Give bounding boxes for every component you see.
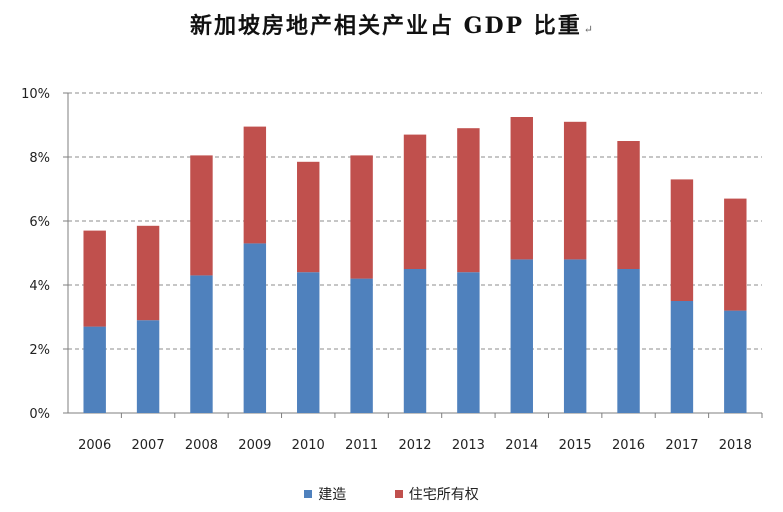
legend-label-home-ownership: 住宅所有权 [408, 487, 479, 503]
x-tick-label-2010: 2010 [292, 438, 325, 453]
bar-home-ownership-2018 [724, 198, 747, 311]
bar-home-ownership-2013 [457, 128, 480, 273]
bar-construction-2011 [350, 278, 373, 413]
y-tick-label-4: 4% [29, 279, 50, 294]
bar-construction-2008 [190, 275, 213, 413]
y-tick-label-6: 6% [29, 215, 50, 230]
bar-construction-2010 [297, 272, 320, 413]
bar-home-ownership-2014 [510, 117, 533, 260]
x-tick-label-2014: 2014 [505, 438, 538, 453]
legend: 建造 住宅所有权 [0, 484, 783, 504]
x-tick-label-2012: 2012 [398, 438, 431, 453]
y-tick-label-10: 10% [21, 87, 50, 102]
x-tick-label-2015: 2015 [559, 438, 592, 453]
bar-construction-2006 [83, 326, 106, 413]
bar-construction-2014 [510, 259, 533, 413]
x-tick-label-2018: 2018 [719, 438, 752, 453]
y-tick-label-8: 8% [29, 151, 50, 166]
bar-home-ownership-2010 [297, 161, 320, 273]
x-tick-label-2006: 2006 [78, 438, 111, 453]
x-tick-label-2016: 2016 [612, 438, 645, 453]
chart-title: 新加坡房地产相关产业占 GDP 比重 ↵ [0, 8, 783, 40]
legend-label-construction: 建造 [318, 487, 347, 503]
x-tick-label-2007: 2007 [132, 438, 165, 453]
legend-item-home-ownership: 住宅所有权 [394, 484, 479, 504]
chart-title-text: 新加坡房地产相关产业占 GDP 比重 [190, 13, 582, 39]
bar-home-ownership-2009 [243, 126, 267, 244]
x-tick-label-2008: 2008 [185, 438, 218, 453]
bar-construction-2015 [563, 259, 587, 413]
bar-construction-2018 [724, 310, 747, 413]
x-tick-label-2009: 2009 [238, 438, 271, 453]
y-tick-label-0: 0% [29, 407, 50, 422]
return-mark-icon: ↵ [583, 23, 593, 36]
bar-home-ownership-2015 [563, 121, 587, 260]
bar-home-ownership-2006 [83, 230, 106, 327]
bar-construction-2007 [136, 320, 160, 413]
bar-construction-2017 [670, 301, 694, 413]
bar-home-ownership-2012 [403, 134, 427, 269]
legend-item-construction: 建造 [304, 484, 346, 504]
bar-home-ownership-2011 [350, 155, 373, 279]
x-tick-label-2017: 2017 [665, 438, 698, 453]
x-tick-label-2011: 2011 [345, 438, 378, 453]
bar-home-ownership-2016 [617, 141, 640, 269]
chart-plot: 0% 2% 4% 6% 8% 10% 2006 2007 2008 2009 2010 2011 201… [21, 87, 763, 453]
bar-home-ownership-2008 [190, 155, 213, 276]
legend-swatch-home-ownership [394, 490, 403, 498]
bar-home-ownership-2007 [136, 225, 160, 321]
bar-construction-2016 [617, 269, 640, 413]
bar-construction-2012 [403, 269, 427, 413]
bar-home-ownership-2017 [670, 179, 694, 301]
bar-construction-2009 [243, 243, 267, 413]
bar-construction-2013 [457, 272, 480, 413]
y-tick-label-2: 2% [29, 343, 50, 358]
legend-swatch-construction [304, 490, 313, 498]
x-tick-label-2013: 2013 [452, 438, 485, 453]
